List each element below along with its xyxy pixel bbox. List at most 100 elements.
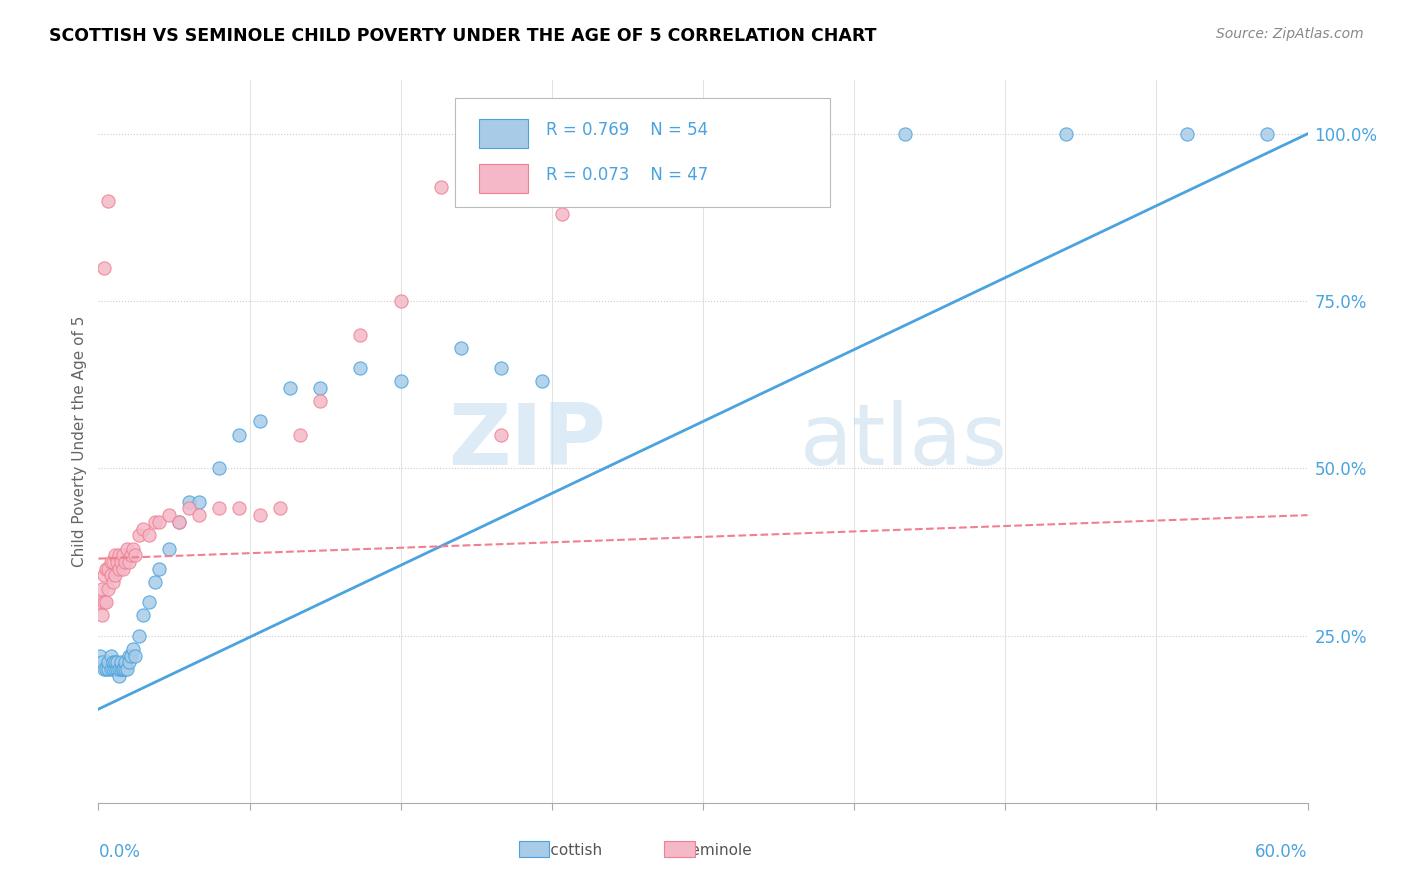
Point xyxy=(128,528,150,542)
Bar xyxy=(479,120,527,148)
Point xyxy=(491,427,513,442)
Point xyxy=(111,662,134,676)
Point xyxy=(249,414,271,429)
Text: R = 0.769    N = 54: R = 0.769 N = 54 xyxy=(546,121,709,139)
Point xyxy=(107,662,129,676)
Point xyxy=(143,515,166,529)
Point xyxy=(110,555,132,569)
Point xyxy=(118,655,141,669)
Point xyxy=(114,555,136,569)
Point xyxy=(893,127,915,141)
Point xyxy=(389,294,412,309)
Point xyxy=(100,648,122,663)
Point xyxy=(107,562,129,576)
Point xyxy=(96,662,118,676)
Point xyxy=(110,662,132,676)
Point xyxy=(148,562,170,576)
Point xyxy=(105,662,128,676)
Point xyxy=(157,541,180,556)
Point xyxy=(132,521,155,535)
Point xyxy=(120,648,142,663)
Point xyxy=(114,655,136,669)
Point xyxy=(228,501,250,516)
Point xyxy=(121,642,143,657)
Point xyxy=(97,662,120,676)
Point xyxy=(349,361,371,376)
Y-axis label: Child Poverty Under the Age of 5: Child Poverty Under the Age of 5 xyxy=(72,316,87,567)
Point xyxy=(105,655,128,669)
Point xyxy=(591,127,613,141)
Point xyxy=(167,515,190,529)
Point xyxy=(288,427,311,442)
Point xyxy=(249,508,271,523)
Point xyxy=(309,394,332,409)
Point xyxy=(93,568,115,582)
Point xyxy=(752,127,775,141)
Text: ZIP: ZIP xyxy=(449,400,606,483)
Point xyxy=(101,555,124,569)
Point xyxy=(111,548,134,563)
Point xyxy=(101,575,124,590)
Point xyxy=(110,655,132,669)
Point xyxy=(188,494,211,508)
Point xyxy=(97,582,120,596)
Point xyxy=(551,207,574,221)
Point xyxy=(389,375,412,389)
Point xyxy=(138,595,160,609)
Text: 0.0%: 0.0% xyxy=(98,843,141,861)
Point xyxy=(132,608,155,623)
Point xyxy=(269,501,291,516)
Point xyxy=(107,669,129,683)
Text: atlas: atlas xyxy=(800,400,1008,483)
Point xyxy=(309,381,332,395)
Point xyxy=(103,655,125,669)
Bar xyxy=(479,164,527,193)
Point xyxy=(101,655,124,669)
Point xyxy=(89,648,111,663)
Point xyxy=(97,655,120,669)
Point xyxy=(167,515,190,529)
Point xyxy=(121,541,143,556)
Text: Source: ZipAtlas.com: Source: ZipAtlas.com xyxy=(1216,27,1364,41)
Point xyxy=(91,655,114,669)
FancyBboxPatch shape xyxy=(456,98,830,207)
Point xyxy=(97,562,120,576)
Point xyxy=(115,662,138,676)
Point xyxy=(430,180,453,194)
Point xyxy=(107,548,129,563)
Point xyxy=(138,528,160,542)
Point xyxy=(103,548,125,563)
Point xyxy=(96,595,118,609)
Point xyxy=(143,575,166,590)
Point xyxy=(118,648,141,663)
Point xyxy=(120,548,142,563)
Point xyxy=(208,461,231,475)
Point xyxy=(103,662,125,676)
Text: 60.0%: 60.0% xyxy=(1256,843,1308,861)
Point xyxy=(89,595,111,609)
Text: Seminole: Seminole xyxy=(666,843,752,857)
Point xyxy=(91,582,114,596)
Point xyxy=(114,662,136,676)
Point xyxy=(491,361,513,376)
Point xyxy=(100,555,122,569)
Point xyxy=(111,562,134,576)
Point xyxy=(96,562,118,576)
Point xyxy=(97,194,120,208)
Point xyxy=(672,127,695,141)
Point xyxy=(349,327,371,342)
Point xyxy=(93,595,115,609)
Point xyxy=(128,628,150,642)
Bar xyxy=(519,841,550,857)
Point xyxy=(228,427,250,442)
Point xyxy=(157,508,180,523)
Point xyxy=(179,494,201,508)
Point xyxy=(530,375,553,389)
Point xyxy=(278,381,301,395)
Point xyxy=(148,515,170,529)
Point xyxy=(188,508,211,523)
Bar xyxy=(664,841,695,857)
Point xyxy=(179,501,201,516)
Point xyxy=(93,260,115,275)
Text: Scottish: Scottish xyxy=(526,843,602,857)
